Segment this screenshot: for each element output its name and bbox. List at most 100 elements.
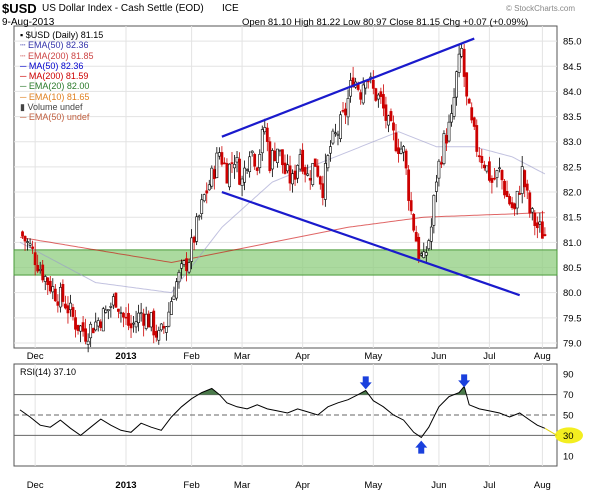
candle-down — [445, 135, 448, 144]
candle-up — [157, 330, 161, 341]
candle-down — [371, 79, 375, 89]
candle-up — [286, 164, 289, 172]
dotted-line-icon: ┄ — [20, 50, 26, 61]
rsi-x-label: Dec — [27, 480, 44, 491]
candle-down — [392, 122, 395, 131]
candle-up — [376, 94, 380, 100]
candle-up — [520, 166, 524, 194]
candle-down — [162, 325, 166, 329]
candle-up — [180, 263, 183, 269]
candle-down — [313, 158, 317, 167]
legend-item: ─ EMA(50) undef — [20, 112, 103, 122]
candle-down — [301, 149, 305, 172]
legend: ▪ $USD (Daily) 81.15 ┄ EMA(50) 82.36 ┄ E… — [20, 30, 103, 123]
price-tick-label: 84.5 — [563, 62, 582, 73]
candle-down — [381, 94, 385, 109]
candle-down — [490, 178, 494, 183]
rsi-highlight-connector — [544, 427, 558, 436]
price-x-label: 2013 — [115, 351, 136, 362]
legend-text: EMA(50) undef — [28, 112, 90, 123]
candle-down — [91, 328, 95, 334]
candle-down — [543, 234, 547, 237]
arrow-up-icon — [415, 440, 428, 454]
candle-up — [109, 306, 113, 308]
candle-down — [409, 200, 413, 212]
arrow-down-icon — [458, 374, 471, 388]
trendline-lower — [221, 190, 521, 297]
candle-up — [187, 262, 191, 273]
line-icon: ─ — [20, 81, 27, 92]
price-tick-label: 82.0 — [563, 188, 582, 199]
candle-down — [407, 169, 411, 201]
candle-down — [81, 322, 85, 332]
candle-up — [170, 301, 173, 315]
candle-up — [58, 287, 62, 308]
candle-down — [465, 72, 469, 97]
rsi-x-label: 2013 — [115, 480, 136, 491]
candle-down — [238, 158, 241, 185]
candle-down — [220, 152, 224, 165]
candle-up — [515, 190, 519, 209]
price-tick-label: 82.5 — [563, 162, 582, 173]
candle-down — [74, 317, 77, 330]
candle-down — [341, 110, 345, 112]
candle-down — [21, 231, 24, 237]
candle-up — [96, 320, 100, 327]
candle-up — [104, 309, 108, 313]
rsi-tick-label: 10 — [563, 451, 574, 462]
candle-down — [480, 156, 484, 163]
candle-up — [455, 71, 458, 98]
rsi-x-label: Aug — [534, 480, 551, 491]
candle-up — [235, 157, 239, 163]
candle-down — [64, 303, 67, 309]
candle-down — [46, 277, 50, 285]
candle-down — [359, 92, 363, 100]
candle-up — [263, 127, 267, 133]
legend-text: EMA(50) 82.36 — [27, 40, 89, 51]
candle-down — [71, 307, 75, 317]
candle-up — [177, 272, 181, 283]
candle-down — [394, 132, 398, 152]
candle-up — [450, 113, 453, 123]
candle-up — [331, 130, 335, 144]
candle-up — [291, 173, 294, 185]
candle-down — [467, 98, 471, 104]
candle-up — [326, 155, 330, 169]
candle-up — [172, 295, 176, 300]
candle-up — [298, 154, 302, 170]
candle-down — [48, 280, 52, 292]
line-icon: ─ — [20, 71, 27, 82]
candle-up — [402, 146, 405, 153]
candle-down — [533, 212, 537, 226]
candle-up — [434, 181, 438, 192]
candle-up — [132, 322, 135, 325]
candle-down — [482, 164, 486, 169]
price-tick-label: 79.5 — [563, 313, 582, 324]
candle-down — [223, 162, 226, 165]
legend-text: MA(50) 82.36 — [28, 60, 84, 71]
candle-up — [399, 148, 403, 154]
price-tick-label: 80.0 — [563, 288, 582, 299]
candle-up — [134, 321, 138, 328]
candle-down — [397, 147, 400, 154]
price-x-label: Jun — [431, 351, 446, 362]
candle-up — [28, 243, 32, 246]
candle-down — [510, 202, 514, 208]
candle-down — [61, 284, 65, 302]
candle-down — [66, 305, 70, 314]
legend-item: ─ EMA(10) 81.65 — [20, 92, 103, 102]
price-tick-label: 85.0 — [563, 37, 582, 48]
moving-average-line — [19, 212, 545, 264]
legend-item: ▮ Volume undef — [20, 102, 103, 112]
candle-up — [447, 121, 451, 142]
candle-down — [230, 162, 234, 164]
legend-text: EMA(10) 81.65 — [28, 91, 90, 102]
candle-up — [361, 84, 365, 104]
candle-down — [205, 190, 209, 194]
rsi-panel: Dec2013FebMarAprMayJunJulAug103050709030 — [13, 363, 583, 491]
candle-down — [76, 324, 80, 331]
candle-down — [84, 328, 88, 342]
candle-down — [212, 169, 216, 180]
candle-down — [384, 104, 388, 121]
legend-text: EMA(20) 82.00 — [28, 81, 90, 92]
